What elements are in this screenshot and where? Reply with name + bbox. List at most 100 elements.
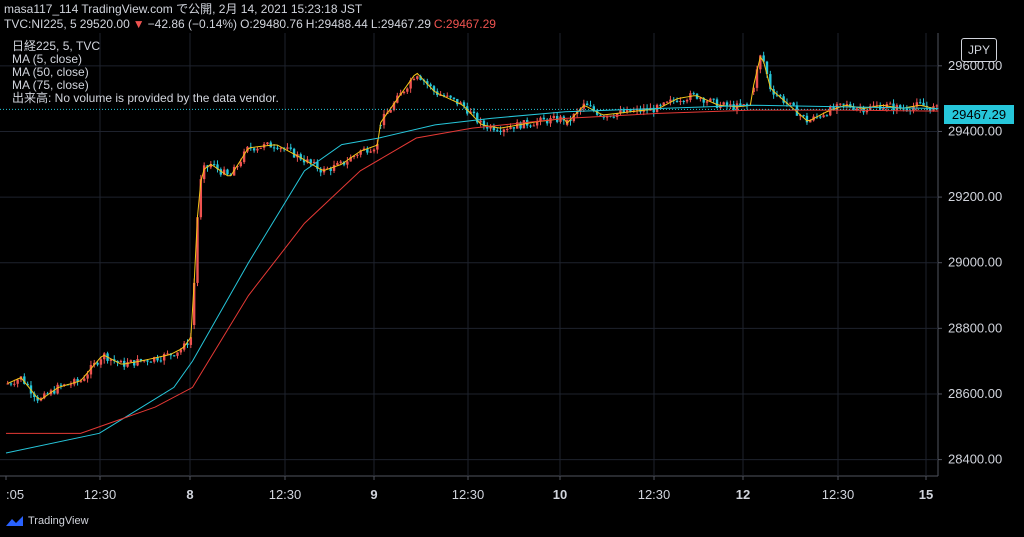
candle-body (539, 117, 542, 122)
candle-body (595, 110, 599, 115)
candle-body (769, 74, 772, 90)
x-tick-label: 12:30 (638, 487, 671, 502)
candle-body (172, 355, 176, 357)
tradingview-brand[interactable]: TradingView (6, 515, 89, 527)
candle-body (212, 164, 216, 166)
candle-body (136, 359, 139, 366)
candle-body (99, 359, 103, 365)
candle-body (26, 383, 29, 386)
y-tick-label: 29400.00 (948, 123, 1002, 138)
price-chart[interactable]: 29600.0029400.0029200.0029000.0028800.00… (0, 33, 1024, 513)
candle-body (715, 99, 719, 108)
candle-body (329, 168, 332, 171)
close-value: C:29467.29 (433, 17, 496, 31)
candle-body (149, 361, 153, 363)
y-tick-label: 28800.00 (948, 320, 1002, 335)
candle-body (449, 95, 452, 98)
candle-body (236, 166, 239, 168)
down-arrow-icon: ▼ (132, 17, 145, 31)
candle-body (9, 383, 13, 385)
chart-grid (0, 33, 939, 477)
candle-body (33, 393, 36, 398)
candle-body (705, 101, 709, 103)
candle-body (59, 384, 63, 386)
candle-body (789, 102, 792, 104)
x-tick-label: 12:30 (452, 487, 485, 502)
candle-body (129, 360, 133, 363)
x-tick-label: 10 (553, 487, 567, 502)
moving-averages (0, 55, 939, 454)
candle-body (509, 127, 512, 129)
candle-body (845, 104, 849, 106)
candle-body (839, 103, 842, 105)
candle-body (872, 105, 875, 107)
candle-body (176, 352, 179, 356)
candle-body (759, 55, 762, 70)
candle-body (869, 106, 872, 110)
candle-body (675, 100, 679, 102)
candle-body (809, 120, 812, 123)
candle-body (162, 354, 166, 361)
candle-body (499, 130, 502, 133)
candle-body (432, 86, 436, 92)
candle-body (725, 102, 729, 106)
candle-body (805, 115, 809, 123)
candle-body (226, 169, 229, 175)
candle-body (89, 365, 93, 375)
x-tick-label: 12:30 (822, 487, 855, 502)
candle-body (825, 115, 829, 117)
last-price-tag: 29467.29 (944, 105, 1014, 124)
candle-body (476, 113, 479, 123)
candle-body (419, 76, 422, 80)
legend-ma5[interactable]: MA (5, close) (12, 52, 83, 66)
candle-body (622, 110, 625, 113)
ma75-line (6, 109, 939, 434)
candle-body (119, 360, 123, 363)
candle-body (69, 384, 73, 386)
candle-body (669, 99, 672, 102)
candle-body (652, 107, 655, 113)
candle-body (532, 125, 536, 127)
candle-body (276, 147, 279, 149)
candle-body (309, 159, 312, 163)
candle-body (153, 357, 156, 362)
candle-body (219, 169, 223, 175)
last-price: 29520.00 (79, 17, 130, 31)
candle-body (492, 125, 496, 131)
symbol-label: TVC:NI225, 5 (4, 17, 77, 31)
candle-body (752, 87, 755, 93)
candle-body (76, 379, 79, 382)
candle-body (452, 97, 456, 99)
candle-body (392, 102, 396, 110)
ma5-line (7, 55, 937, 401)
candle-body (899, 105, 902, 109)
candle-body (482, 120, 486, 126)
candle-body (589, 105, 592, 107)
candle-body (292, 148, 296, 158)
open-value: O:29480.76 (240, 17, 303, 31)
candle-body (775, 94, 779, 96)
candle-body (472, 111, 476, 114)
y-tick-label: 28600.00 (948, 386, 1002, 401)
currency-button[interactable]: JPY (961, 38, 997, 62)
candle-body (256, 148, 259, 151)
candle-body (312, 161, 316, 163)
legend-ma50[interactable]: MA (50, close) (12, 65, 89, 79)
candle-body (16, 379, 19, 384)
change-value: −42.86 (−0.14%) (147, 17, 238, 31)
candle-body (346, 161, 349, 165)
time-axis: :05 12:30 8 12:30 9 12:30 10 12:30 12 12:30 15 (5, 476, 933, 502)
candle-body (166, 353, 169, 355)
candle-body (79, 380, 83, 382)
x-tick-label: 8 (186, 487, 193, 502)
candle-body (416, 76, 419, 79)
candle-body (918, 102, 922, 104)
legend-ma75[interactable]: MA (75, close) (12, 78, 89, 92)
candle-body (332, 164, 336, 171)
candle-body (93, 362, 96, 366)
x-tick-label: 12 (736, 487, 750, 502)
candle-body (302, 159, 306, 163)
candle-body (299, 154, 302, 160)
candle-body (186, 343, 189, 345)
candle-body (209, 164, 213, 168)
